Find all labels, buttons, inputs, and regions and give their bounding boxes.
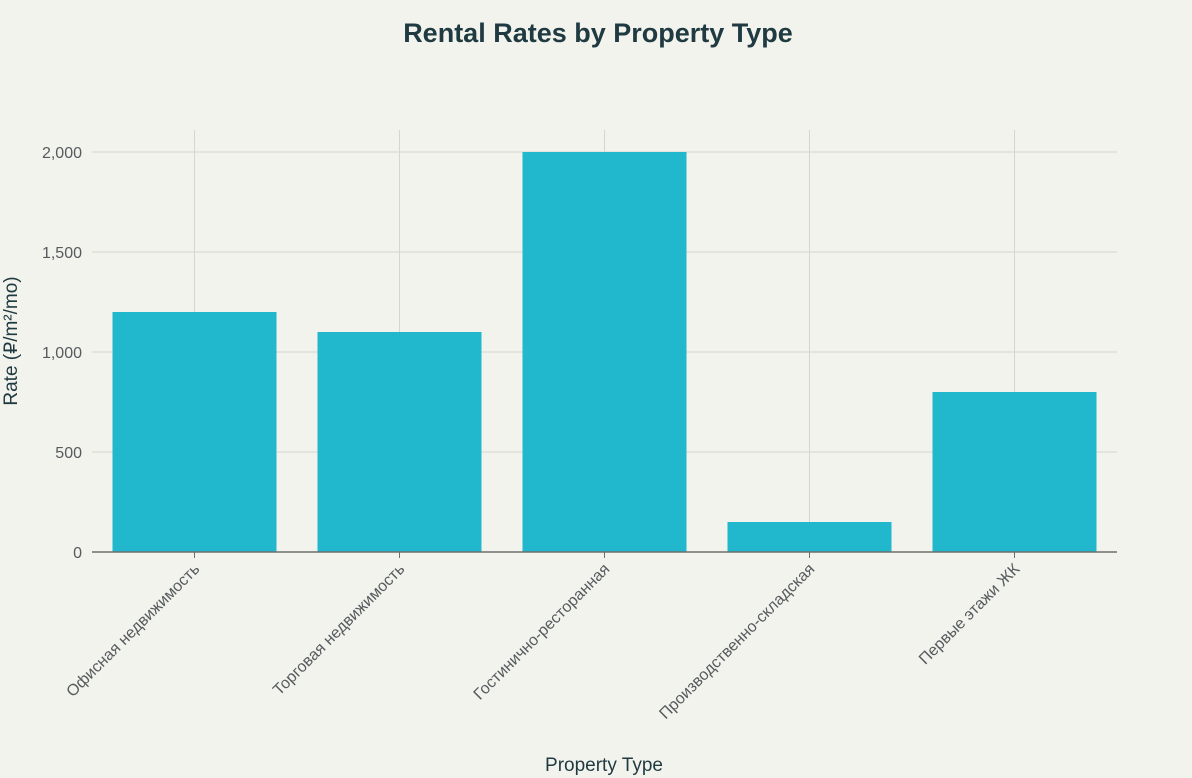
y-tick-label: 1,000 [42, 345, 82, 362]
x-axis-ticks: Офисная недвижимость Торговая недвижимост… [63, 552, 1024, 723]
x-tick-label: Производственно-складская [656, 561, 818, 723]
bar [317, 332, 482, 552]
x-tick-label: Торговая недвижимость [270, 561, 408, 699]
bar [932, 392, 1097, 552]
x-tick-label: Гостинично-ресторанная [471, 561, 614, 704]
x-tick-label: Офисная недвижимость [63, 561, 203, 701]
y-tick-label: 1,500 [42, 245, 82, 262]
chart-title: Rental Rates by Property Type [403, 18, 793, 48]
y-tick-label: 2,000 [42, 145, 82, 162]
x-tick-label: Первые этажи ЖК [916, 560, 1024, 668]
y-tick-label: 500 [55, 445, 82, 462]
y-axis-ticks: 0 500 1,000 1,500 2,000 [42, 145, 82, 562]
bars [112, 152, 1097, 552]
bar [112, 312, 277, 552]
y-tick-label: 0 [73, 545, 82, 562]
bar [727, 522, 892, 552]
y-axis-title: Rate (₽/m²/mo) [1, 276, 22, 405]
x-axis-title: Property Type [545, 755, 663, 776]
bar [522, 152, 687, 552]
